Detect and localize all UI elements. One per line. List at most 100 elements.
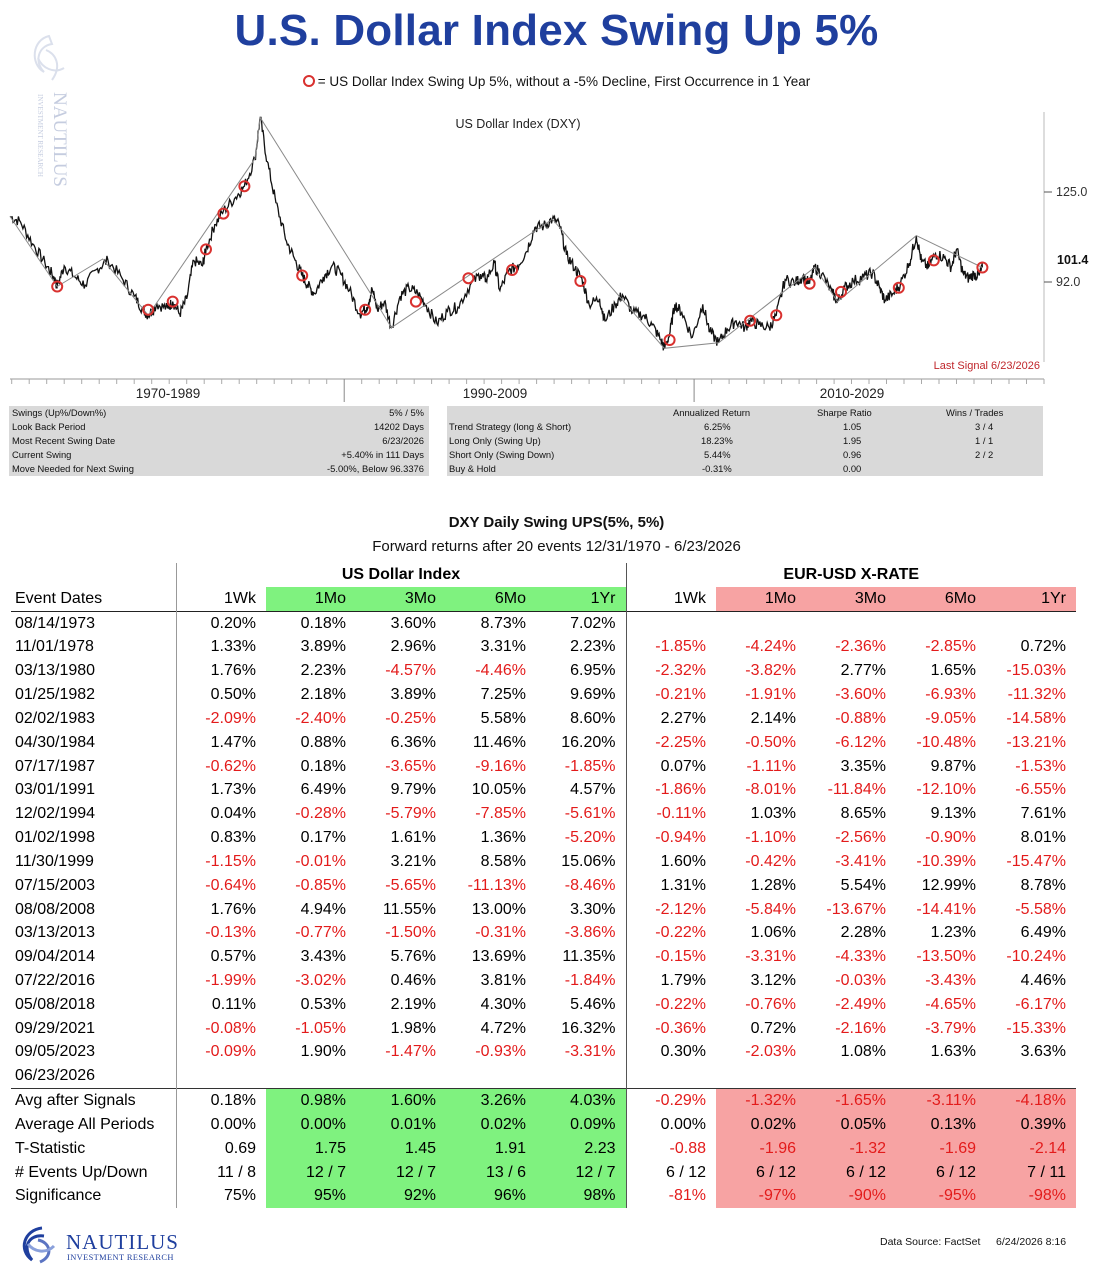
- event-date: 12/02/1994: [15, 805, 96, 823]
- table-cell: -1.50%: [385, 924, 436, 942]
- header-sharpe-ratio: Sharpe Ratio: [817, 407, 872, 418]
- table-cell: 1.36%: [480, 829, 526, 847]
- table-cell: 0.53%: [300, 995, 346, 1013]
- table-row: 09/05/2023 -0.09% 1.90% -1.47% -0.93% -3.31% 0…: [11, 1040, 1076, 1065]
- table-cell: -3.79%: [925, 1019, 976, 1037]
- table-cell: -0.88%: [835, 709, 886, 727]
- table-row: 07/17/1987 -0.62% 0.18% -3.65% -9.16% -1.85% 0…: [11, 754, 1076, 779]
- signal-ring-icon: [302, 75, 315, 87]
- strategy-wins: 2 / 2: [975, 449, 994, 460]
- table-cell: -0.90%: [925, 829, 976, 847]
- table-cell: [266, 1064, 356, 1088]
- table-cell: 0.18%: [300, 757, 346, 775]
- table-cell: 1.03%: [750, 805, 796, 823]
- summary-cell: 95%: [266, 1184, 356, 1209]
- table-cell: 9.69%: [570, 686, 616, 704]
- table-cell: 1.79%: [625, 969, 716, 993]
- table-cell: -3.41%: [835, 852, 886, 870]
- summary-cell: 0.09%: [536, 1113, 626, 1137]
- table-cell: 3.30%: [570, 900, 616, 918]
- signal-marker: [574, 275, 587, 287]
- table-cell: [625, 1064, 716, 1089]
- summary-cell: 0.02%: [446, 1113, 536, 1137]
- stats-label: Current Swing: [12, 449, 72, 460]
- y-tick-label-125: 125.0: [1056, 185, 1087, 199]
- stats-row: Swings (Up%/Down%) 5% / 5%: [9, 406, 429, 420]
- event-date: 08/08/2008: [15, 900, 96, 918]
- table-row: 03/01/1991 1.73% 6.49% 9.79% 10.05% 4.57% -1.8…: [11, 778, 1076, 803]
- summary-cell: 0.39%: [986, 1113, 1076, 1137]
- table-cell: -1.11%: [746, 757, 796, 775]
- table-cell: 0.72%: [750, 1019, 796, 1037]
- table-cell: 9.87%: [930, 757, 976, 775]
- table-cell: -1.91%: [745, 686, 796, 704]
- table-cell: [716, 611, 806, 635]
- table-cell: -12.10%: [916, 781, 976, 799]
- strategy-row: Trend Strategy (long & Short) 6.25% 1.05…: [447, 420, 1043, 434]
- column-header-row: Event Dates 1Wk 1Mo 3Mo 6Mo 1Yr 1Wk 1Mo 3Mo 6Mo 1Y…: [11, 586, 1076, 612]
- summary-cell: 2.23: [536, 1136, 626, 1161]
- table-cell: -2.12%: [625, 897, 716, 922]
- nautilus-logo: NAUTILUS INVESTMENT RESEARCH: [22, 1226, 178, 1264]
- summary-cell: -1.32: [806, 1136, 896, 1161]
- table-cell: 11.46%: [472, 733, 526, 751]
- summary-label: # Events Up/Down: [15, 1163, 148, 1181]
- signal-marker: [744, 314, 757, 327]
- table-cell: -10.48%: [916, 733, 976, 751]
- event-date: 03/01/1991: [15, 781, 96, 799]
- table-row: 11/30/1999 -1.15% -0.01% 3.21% 8.58% 15.06% 1.…: [11, 849, 1076, 874]
- stats-value: 5% / 5%: [389, 407, 424, 418]
- table-cell: -5.61%: [564, 805, 616, 823]
- table-cell: [896, 1064, 986, 1088]
- table-cell: 5.76%: [390, 948, 436, 966]
- summary-cell: 0.00%: [266, 1113, 356, 1137]
- stats-value: -5.00%, Below 96.3376: [327, 463, 424, 474]
- dxy-chart: US Dollar Index (DXY) 125.0 92.0 101.4 L…: [9, 112, 1088, 402]
- strategy-label: Buy & Hold: [449, 463, 496, 474]
- table-cell: -0.21%: [625, 683, 716, 707]
- table-cell: -10.24%: [1006, 948, 1066, 966]
- signal-marker: [506, 264, 519, 276]
- event-date: 07/17/1987: [15, 757, 96, 775]
- dxy-price-line: [9, 116, 984, 351]
- table-cell: 0.07%: [625, 754, 716, 779]
- table-cell: -0.50%: [745, 733, 796, 751]
- table-cell: 8.78%: [1020, 876, 1066, 894]
- table-cell: 15.06%: [561, 852, 616, 870]
- table-row: 01/02/1998 0.83% 0.17% 1.61% 1.36% -5.20% -0.9…: [11, 826, 1076, 850]
- table-cell: 13.69%: [471, 948, 526, 966]
- signal-marker: [51, 280, 64, 293]
- summary-cell: -0.88: [625, 1136, 716, 1161]
- column-header-6mo: 6Mo: [896, 586, 986, 612]
- table-cell: 9.79%: [390, 781, 436, 799]
- table-cell: 2.23%: [570, 638, 616, 656]
- table-cell: 3.89%: [390, 686, 436, 704]
- table-cell: 0.04%: [175, 802, 266, 827]
- table-cell: 3.31%: [480, 638, 526, 656]
- table-cell: -8.46%: [564, 876, 616, 894]
- signal-marker: [462, 272, 475, 285]
- event-date: 06/23/2026: [15, 1067, 96, 1085]
- table-cell: -1.85%: [625, 635, 716, 660]
- table-cell: 4.30%: [480, 995, 526, 1013]
- table-cell: -3.65%: [385, 757, 436, 775]
- table-title: DXY Daily Swing UPS(5%, 5%): [448, 514, 665, 531]
- signal-marker: [296, 269, 309, 282]
- summary-cell: 6 / 12: [806, 1160, 896, 1185]
- table-cell: 1.76%: [175, 897, 266, 922]
- summary-cell: -4.18%: [986, 1088, 1076, 1114]
- table-cell: [175, 1064, 266, 1089]
- summary-cell: 6 / 12: [716, 1160, 806, 1185]
- table-cell: 0.50%: [175, 683, 266, 707]
- event-date: 04/30/1984: [15, 733, 96, 751]
- table-cell: 3.21%: [390, 852, 436, 870]
- era-label-3: 2010-2029: [820, 386, 885, 401]
- header-wins-trades: Wins / Trades: [946, 407, 1004, 418]
- summary-cell: 1.45: [356, 1136, 446, 1161]
- signal-marker: [835, 285, 847, 298]
- summary-row: T-Statistic 0.69 1.75 1.45 1.91 2.23 -0.88 -1.9…: [11, 1136, 1076, 1161]
- table-cell: 1.98%: [390, 1019, 436, 1037]
- table-cell: 2.14%: [750, 709, 796, 727]
- table-cell: -5.84%: [745, 900, 796, 918]
- stats-value: 14202 Days: [373, 421, 424, 432]
